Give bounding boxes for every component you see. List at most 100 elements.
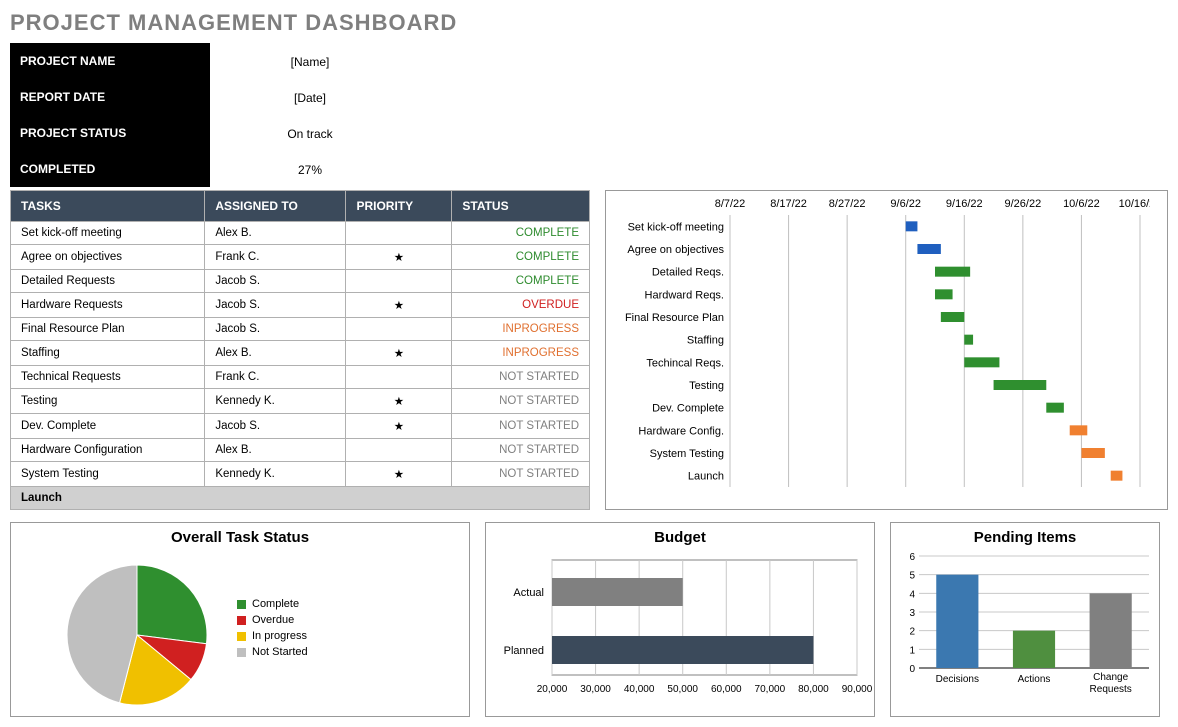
task-cell: Hardware Requests	[11, 293, 205, 318]
info-label: REPORT DATE	[10, 79, 210, 115]
priority-cell	[346, 222, 452, 245]
legend-label: In progress	[252, 630, 307, 642]
svg-text:80,000: 80,000	[798, 684, 829, 695]
svg-text:Requests: Requests	[1090, 684, 1132, 695]
legend-label: Overdue	[252, 614, 294, 626]
table-row: Hardware RequestsJacob S.★OVERDUE	[11, 293, 590, 318]
svg-text:60,000: 60,000	[711, 684, 742, 695]
table-header: ASSIGNED TO	[205, 191, 346, 222]
legend-label: Not Started	[252, 646, 308, 658]
pie-chart: Overall Task Status CompleteOverdueIn pr…	[10, 522, 470, 717]
svg-text:Techincal Reqs.: Techincal Reqs.	[646, 357, 724, 369]
svg-text:9/16/22: 9/16/22	[946, 198, 983, 210]
svg-text:5: 5	[909, 571, 915, 582]
legend-swatch	[237, 632, 246, 641]
info-label: PROJECT STATUS	[10, 115, 210, 151]
table-row: Agree on objectivesFrank C.★COMPLETE	[11, 245, 590, 270]
task-cell: Set kick-off meeting	[11, 222, 205, 245]
svg-text:8/27/22: 8/27/22	[829, 198, 866, 210]
legend-swatch	[237, 600, 246, 609]
svg-text:8/17/22: 8/17/22	[770, 198, 807, 210]
svg-text:Dev. Complete: Dev. Complete	[652, 403, 724, 415]
svg-text:Hardware Config.: Hardware Config.	[638, 425, 724, 437]
table-row: Dev. CompleteJacob S.★NOT STARTED	[11, 414, 590, 439]
priority-cell: ★	[346, 341, 452, 366]
svg-text:8/7/22: 8/7/22	[715, 198, 746, 210]
svg-text:10/16/22: 10/16/22	[1119, 198, 1150, 210]
priority-cell: ★	[346, 293, 452, 318]
svg-text:Agree on objectives: Agree on objectives	[627, 244, 724, 256]
legend-item: In progress	[237, 630, 308, 642]
assigned-cell: Jacob S.	[205, 318, 346, 341]
pie-title: Overall Task Status	[17, 529, 463, 546]
budget-chart: Budget 20,00030,00040,00050,00060,00070,…	[485, 522, 875, 717]
svg-text:9/26/22: 9/26/22	[1005, 198, 1042, 210]
info-panel: PROJECT NAME[Name]REPORT DATE[Date]PROJE…	[10, 44, 1168, 188]
assigned-cell: Kennedy K.	[205, 389, 346, 414]
priority-cell: ★	[346, 462, 452, 487]
launch-cell: Launch	[11, 487, 590, 510]
status-cell: NOT STARTED	[452, 414, 590, 439]
info-value: [Date]	[210, 91, 410, 105]
task-cell: Detailed Requests	[11, 270, 205, 293]
assigned-cell: Jacob S.	[205, 270, 346, 293]
table-row: Set kick-off meetingAlex B.COMPLETE	[11, 222, 590, 245]
gantt-chart: 8/7/228/17/228/27/229/6/229/16/229/26/22…	[605, 190, 1168, 510]
svg-text:Change: Change	[1093, 672, 1128, 683]
svg-text:System Testing: System Testing	[650, 448, 724, 460]
dashboard-title: PROJECT MANAGEMENT DASHBOARD	[10, 10, 1168, 36]
assigned-cell: Jacob S.	[205, 293, 346, 318]
assigned-cell: Frank C.	[205, 245, 346, 270]
info-value: [Name]	[210, 55, 410, 69]
info-value: 27%	[210, 163, 410, 177]
legend-swatch	[237, 648, 246, 657]
status-cell: INPROGRESS	[452, 318, 590, 341]
svg-text:1: 1	[909, 645, 915, 656]
pending-title: Pending Items	[897, 529, 1153, 546]
info-value: On track	[210, 127, 410, 141]
table-row: Hardware ConfigurationAlex B. NOT STARTED	[11, 439, 590, 462]
svg-text:3: 3	[909, 608, 915, 619]
status-cell: NOT STARTED	[452, 389, 590, 414]
task-cell: System Testing	[11, 462, 205, 487]
task-cell: Agree on objectives	[11, 245, 205, 270]
svg-text:Hardward Reqs.: Hardward Reqs.	[645, 289, 724, 301]
launch-row: Launch	[11, 487, 590, 510]
svg-text:Set kick-off meeting: Set kick-off meeting	[628, 221, 724, 233]
svg-text:40,000: 40,000	[624, 684, 655, 695]
priority-cell: ★	[346, 414, 452, 439]
status-cell: NOT STARTED	[452, 439, 590, 462]
priority-cell	[346, 366, 452, 389]
table-row: Technical RequestsFrank C.NOT STARTED	[11, 366, 590, 389]
info-label: COMPLETED	[10, 151, 210, 187]
status-cell: COMPLETE	[452, 245, 590, 270]
svg-text:50,000: 50,000	[667, 684, 698, 695]
priority-cell	[346, 318, 452, 341]
svg-text:Detailed Reqs.: Detailed Reqs.	[652, 267, 724, 279]
svg-text:0: 0	[909, 664, 915, 675]
priority-cell	[346, 270, 452, 293]
pending-chart: Pending Items 0123456DecisionsActionsCha…	[890, 522, 1160, 717]
assigned-cell: Alex B.	[205, 439, 346, 462]
task-cell: Final Resource Plan	[11, 318, 205, 341]
assigned-cell: Alex B.	[205, 222, 346, 245]
svg-text:10/6/22: 10/6/22	[1063, 198, 1100, 210]
task-cell: Hardware Configuration	[11, 439, 205, 462]
budget-title: Budget	[492, 529, 868, 546]
task-table: TASKSASSIGNED TOPRIORITYSTATUS Set kick-…	[10, 190, 590, 510]
table-row: Detailed RequestsJacob S.COMPLETE	[11, 270, 590, 293]
status-cell: OVERDUE	[452, 293, 590, 318]
svg-text:Launch: Launch	[688, 471, 724, 483]
priority-cell: ★	[346, 389, 452, 414]
svg-text:Decisions: Decisions	[936, 674, 979, 685]
svg-text:Actual: Actual	[513, 587, 544, 599]
priority-cell: ★	[346, 245, 452, 270]
assigned-cell: Frank C.	[205, 366, 346, 389]
task-cell: Technical Requests	[11, 366, 205, 389]
svg-text:Planned: Planned	[504, 645, 544, 657]
svg-text:Final Resource Plan: Final Resource Plan	[625, 312, 724, 324]
svg-text:Testing: Testing	[689, 380, 724, 392]
priority-cell	[346, 439, 452, 462]
task-cell: Testing	[11, 389, 205, 414]
svg-text:Actions: Actions	[1018, 674, 1051, 685]
